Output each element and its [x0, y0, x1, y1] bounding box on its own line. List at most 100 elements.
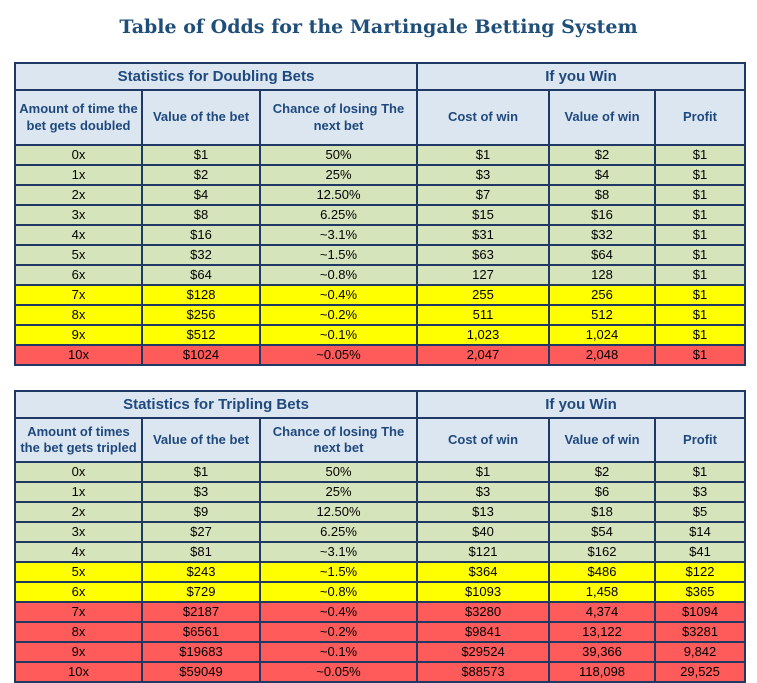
table-row: 2x $9 12.50% $13 $18 $5 [14, 501, 747, 523]
table-cell: 12.50% [259, 184, 418, 206]
table-cell: 1x [14, 481, 143, 503]
column-header: Value of the bet [141, 417, 261, 463]
doubling-bets-table: Statistics for Doubling Bets If you Win Am… [14, 62, 746, 366]
section-header-statistics: Statistics for Doubling Bets [14, 62, 418, 91]
table-cell: 1,458 [548, 581, 657, 603]
table-cell: 1,024 [548, 324, 656, 346]
table-cell: $243 [141, 561, 261, 583]
table-cell: ~0.8% [259, 264, 418, 286]
table-cell: $1 [654, 461, 747, 483]
table-cell: $1 [141, 144, 261, 166]
table-cell: 6.25% [258, 521, 419, 543]
table-cell: 512 [548, 304, 656, 326]
table-cell: ~0.05% [258, 661, 419, 683]
table-cell: $40 [416, 521, 551, 543]
table-cell: 8x [14, 621, 143, 643]
table-cell: $3 [416, 164, 550, 186]
table-cell: $19683 [141, 641, 261, 663]
table-cell: $32 [548, 224, 656, 246]
column-header: Profit [654, 417, 747, 463]
table-cell: $1 [654, 304, 746, 326]
table-cell: 39,366 [548, 641, 657, 663]
table-cell: ~0.4% [258, 601, 419, 623]
table-row: 9x $512 ~0.1% 1,023 1,024 $1 [14, 324, 746, 346]
table-cell: $512 [141, 324, 261, 346]
column-header: Amount of time the bet gets doubled [14, 89, 143, 146]
table-cell: ~3.1% [258, 541, 419, 563]
table-cell: 7x [14, 284, 143, 306]
table-cell: 5x [14, 244, 143, 266]
table-cell: $3 [141, 481, 261, 503]
table-cell: 2x [14, 501, 143, 523]
table-cell: 10x [14, 344, 143, 366]
table-cell: $2187 [141, 601, 261, 623]
table-cell: $59049 [141, 661, 261, 683]
table-cell: 7x [14, 601, 143, 623]
table-cell: $63 [416, 244, 550, 266]
table-cell: ~1.5% [258, 561, 419, 583]
table-cell: $14 [654, 521, 747, 543]
table-row: 10x $59049 ~0.05% $88573 118,098 29,525 [14, 661, 747, 683]
table-cell: ~0.2% [259, 304, 418, 326]
table-cell: $1 [654, 284, 746, 306]
table-cell: $1 [654, 144, 746, 166]
table-cell: $2 [548, 144, 656, 166]
section-header-row: Statistics for Doubling Bets If you Win [14, 62, 746, 91]
column-header: Chance of losing The next bet [259, 89, 418, 146]
table-cell: $64 [141, 264, 261, 286]
column-header: Amount of times the bet gets tripled [14, 417, 143, 463]
table-cell: $16 [548, 204, 656, 226]
table-row: 5x $32 ~1.5% $63 $64 $1 [14, 244, 746, 266]
table-cell: $1 [416, 144, 550, 166]
table-row: 2x $4 12.50% $7 $8 $1 [14, 184, 746, 206]
table-cell: $1 [654, 344, 746, 366]
table-cell: 13,122 [548, 621, 657, 643]
table-cell: 9x [14, 641, 143, 663]
table-row: 9x $19683 ~0.1% $29524 39,366 9,842 [14, 641, 747, 663]
section-header-if-you-win: If you Win [416, 390, 747, 419]
table-cell: $4 [141, 184, 261, 206]
table-cell: $3280 [416, 601, 551, 623]
column-header: Value of win [548, 89, 656, 146]
column-header: Value of win [548, 417, 657, 463]
table-cell: $1 [654, 184, 746, 206]
table-cell: 5x [14, 561, 143, 583]
table-row: 1x $3 25% $3 $6 $3 [14, 481, 747, 503]
table-cell: 9x [14, 324, 143, 346]
table-cell: $8 [141, 204, 261, 226]
table-cell: ~0.1% [259, 324, 418, 346]
table-cell: $162 [548, 541, 657, 563]
table-cell: 128 [548, 264, 656, 286]
table-cell: 256 [548, 284, 656, 306]
column-header-row: Amount of time the bet gets doubled Value… [14, 89, 746, 146]
table-cell: $4 [548, 164, 656, 186]
table-cell: $1 [141, 461, 261, 483]
table-cell: ~0.05% [259, 344, 418, 366]
table-row: 0x $1 50% $1 $2 $1 [14, 461, 747, 483]
table-row: 3x $8 6.25% $15 $16 $1 [14, 204, 746, 226]
table-cell: 0x [14, 461, 143, 483]
table-cell: 118,098 [548, 661, 657, 683]
table-cell: $15 [416, 204, 550, 226]
table-cell: 2x [14, 184, 143, 206]
table-cell: 8x [14, 304, 143, 326]
table-cell: 127 [416, 264, 550, 286]
table-cell: 9,842 [654, 641, 747, 663]
table-cell: $1 [654, 224, 746, 246]
column-header-row: Amount of times the bet gets tripled Valu… [14, 417, 747, 463]
table-row: 7x $128 ~0.4% 255 256 $1 [14, 284, 746, 306]
table-cell: $3 [654, 481, 747, 503]
table-cell: $81 [141, 541, 261, 563]
table-cell: 4x [14, 224, 143, 246]
table-cell: $9841 [416, 621, 551, 643]
table-cell: 50% [258, 461, 419, 483]
table-cell: 1,023 [416, 324, 550, 346]
column-header: Profit [654, 89, 746, 146]
table-cell: 4x [14, 541, 143, 563]
column-header: Cost of win [416, 417, 551, 463]
table-cell: 12.50% [258, 501, 419, 523]
table-cell: $27 [141, 521, 261, 543]
column-header: Value of the bet [141, 89, 261, 146]
table-cell: $5 [654, 501, 747, 523]
